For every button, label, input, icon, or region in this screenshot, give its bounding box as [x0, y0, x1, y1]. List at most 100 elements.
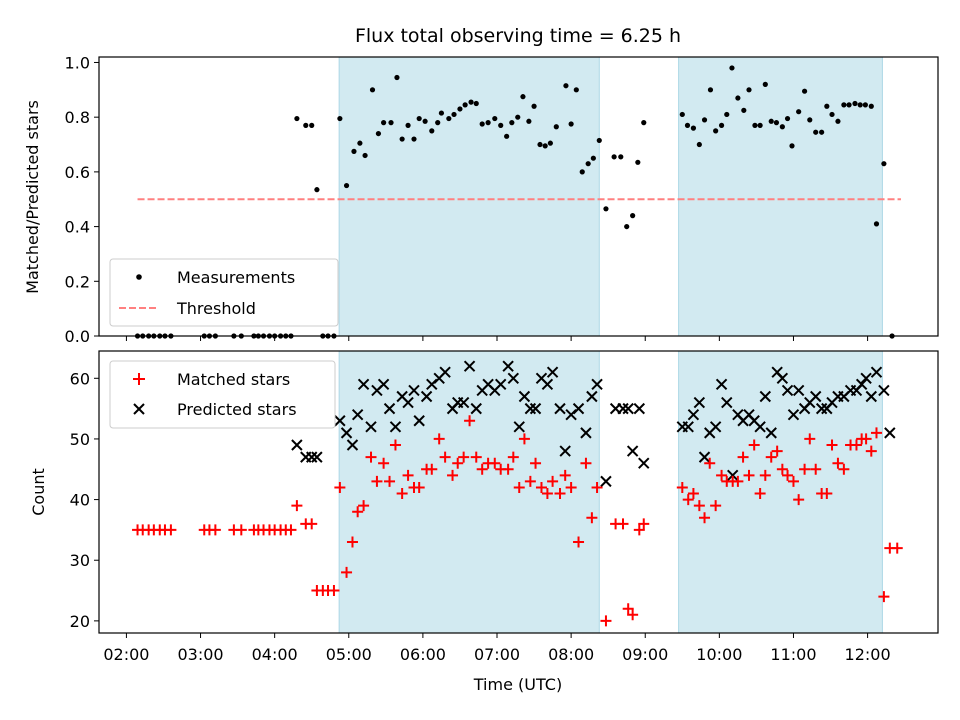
measurement-point [741, 107, 747, 113]
matched-star-point [165, 524, 177, 536]
matched-star-point [402, 469, 414, 481]
matched-star-point [541, 488, 553, 500]
matched-star-point [865, 445, 877, 457]
matched-star-point [285, 524, 297, 536]
matched-star-point [341, 566, 353, 578]
measurement-point [611, 154, 617, 160]
top-y-tick-label: 0.2 [65, 272, 90, 291]
predicted-star-point [638, 457, 650, 469]
matched-star-point [878, 591, 890, 603]
matched-star-point [732, 475, 744, 487]
predicted-star-point [541, 378, 554, 391]
matched-star-point [530, 457, 542, 469]
predicted-star-point [495, 378, 507, 391]
matched-star-point [235, 524, 247, 536]
predicted-star-point [687, 408, 700, 421]
matched-star-point [617, 518, 629, 530]
measurement-point [701, 117, 708, 123]
x-tick-label: 09:00 [622, 645, 668, 664]
matched-star-point [365, 451, 377, 463]
matched-star-point [776, 463, 788, 475]
top-legend-box [109, 258, 339, 327]
predicted-star-point [470, 402, 482, 415]
matched-star-point [826, 439, 838, 451]
matched-star-point [870, 427, 882, 439]
measurement-point [468, 99, 474, 105]
matched-star-point [209, 524, 221, 536]
predicted-star-point [622, 402, 634, 415]
predicted-star-point [502, 360, 514, 372]
predicted-star-point [507, 372, 520, 384]
measurement-point [542, 143, 548, 149]
predicted-star-point [617, 402, 629, 415]
measurement-point [563, 83, 569, 89]
matched-star-point [891, 542, 903, 554]
x-tick-label: 05:00 [326, 645, 372, 664]
measurement-point [603, 206, 609, 212]
predicted-star-point [559, 445, 571, 457]
measurement-point [457, 106, 463, 112]
predicted-star-point [776, 372, 789, 384]
predicted-star-point [518, 390, 531, 403]
matched-star-point [384, 475, 396, 487]
predicted-star-point [357, 378, 370, 391]
measurement-point [394, 74, 400, 81]
x-tick-label: 07:00 [474, 645, 520, 664]
measurement-point [596, 137, 602, 144]
x-axis-label: Time (UTC) [473, 675, 562, 694]
matched-star-point [860, 433, 872, 445]
measurement-point [531, 103, 537, 109]
matched-star-point [765, 451, 777, 463]
matched-star-point [782, 469, 794, 481]
matched-star-point [810, 463, 822, 475]
measurement-point [492, 115, 498, 122]
measurement-point [294, 115, 300, 122]
predicted-star-point [878, 384, 890, 397]
measurement-point [707, 87, 714, 93]
measurement-point [819, 129, 825, 135]
matched-star-point [704, 457, 716, 469]
measurement-point [696, 141, 702, 148]
matched-star-point [771, 445, 783, 457]
bottom-shaded-regions [338, 350, 883, 634]
matched-star-point [470, 451, 482, 463]
bottom-y-axis-label: Count [29, 468, 48, 516]
legend-predicted-marker [133, 403, 145, 415]
matched-star-point [737, 451, 749, 463]
matched-star-point [565, 481, 577, 493]
predicted-star-point [408, 384, 420, 397]
predicted-star-point [439, 366, 451, 378]
measurement-point [789, 143, 795, 149]
predicted-star-point [870, 366, 883, 378]
measurement-point [829, 111, 835, 118]
measurement-point [684, 122, 691, 128]
bottom-marks [132, 360, 903, 627]
predicted-star-point [860, 372, 872, 384]
predicted-star-point [682, 421, 694, 433]
predicted-star-point [600, 475, 612, 488]
measurement-point [573, 87, 579, 93]
shaded-interval [678, 56, 883, 337]
matched-star-point [710, 500, 722, 512]
predicted-star-point [340, 427, 353, 439]
predicted-star-point [546, 366, 559, 378]
predicted-star-point [389, 421, 402, 433]
predicted-star-point [781, 384, 794, 397]
matched-star-point [306, 518, 318, 530]
predicted-star-point [554, 402, 566, 415]
legend-threshold-label: Threshold [176, 299, 256, 318]
measurement-point [429, 128, 435, 134]
matched-star-point [358, 500, 370, 512]
x-tick-label: 11:00 [770, 645, 816, 664]
measurement-point [857, 102, 863, 108]
measurement-point [784, 115, 791, 122]
matched-star-point [821, 488, 833, 500]
predicted-star-point [383, 402, 396, 415]
bottom-y-tick-label: 60 [70, 369, 90, 388]
measurement-point [568, 121, 574, 127]
bottom-legend: Matched stars Predicted stars [109, 360, 336, 429]
measurement-point [416, 115, 422, 122]
chart-title: Flux total observing time = 6.25 h [355, 25, 681, 47]
predicted-star-point [311, 451, 323, 463]
